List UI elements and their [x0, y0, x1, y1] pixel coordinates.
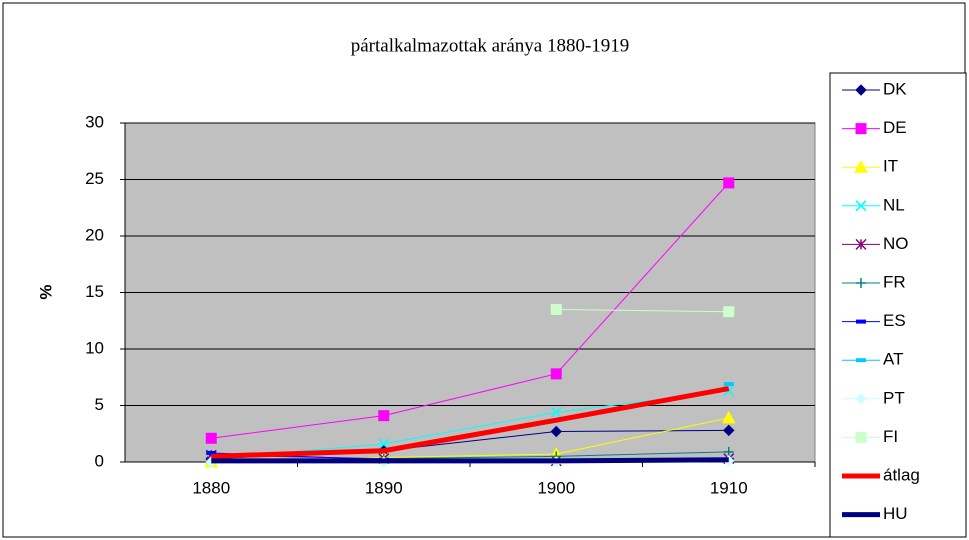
chart-title: pártalkalmazottak aránya 1880-1919: [351, 35, 630, 56]
legend: [829, 72, 967, 538]
marker: [855, 431, 867, 443]
marker: [550, 406, 562, 418]
legend-label: FI: [883, 427, 898, 446]
y-tick-label: 20: [85, 225, 104, 244]
marker: [855, 123, 867, 135]
legend-label: átlag: [883, 465, 920, 484]
marker: [856, 319, 866, 324]
marker: [855, 238, 867, 250]
marker: [723, 306, 735, 318]
series-line: [211, 386, 730, 459]
y-tick-label: 15: [85, 282, 104, 301]
x-tick-label: 1880: [192, 478, 230, 497]
marker: [854, 160, 868, 173]
x-tick-label: 1900: [537, 478, 575, 497]
marker: [723, 382, 734, 387]
series-line: [211, 182, 730, 439]
marker: [721, 410, 736, 424]
legend-label: ES: [883, 311, 906, 330]
marker: [550, 303, 562, 315]
y-tick-label: 0: [95, 451, 104, 470]
marker: [206, 450, 217, 455]
marker: [550, 368, 562, 380]
legend-label: NL: [883, 195, 905, 214]
marker: [723, 177, 735, 189]
legend-label: AT: [883, 350, 903, 369]
legend-label: PT: [883, 388, 905, 407]
legend-label: DK: [883, 79, 907, 98]
marker: [550, 425, 562, 438]
marker: [378, 438, 390, 450]
legend-label: IT: [883, 157, 898, 176]
marker: [855, 393, 867, 405]
marker: [856, 278, 866, 288]
x-tick-label: 1910: [710, 478, 748, 497]
series-line: [211, 457, 729, 464]
marker: [855, 84, 867, 96]
legend-label: FR: [883, 272, 906, 291]
y-tick-label: 5: [95, 395, 104, 414]
legend-label: NO: [883, 234, 909, 253]
marker: [205, 432, 217, 444]
x-tick-label: 1890: [365, 478, 403, 497]
y-tick-label: 30: [85, 112, 104, 131]
legend-label: DE: [883, 118, 907, 137]
marker: [378, 410, 390, 422]
y-axis-label: %: [36, 284, 55, 299]
marker: [856, 358, 866, 363]
series-line: [556, 308, 729, 313]
marker: [723, 424, 735, 437]
legend-label: HU: [883, 504, 908, 523]
y-tick-label: 25: [85, 169, 104, 188]
y-tick-label: 10: [85, 338, 104, 357]
marker: [855, 200, 867, 212]
